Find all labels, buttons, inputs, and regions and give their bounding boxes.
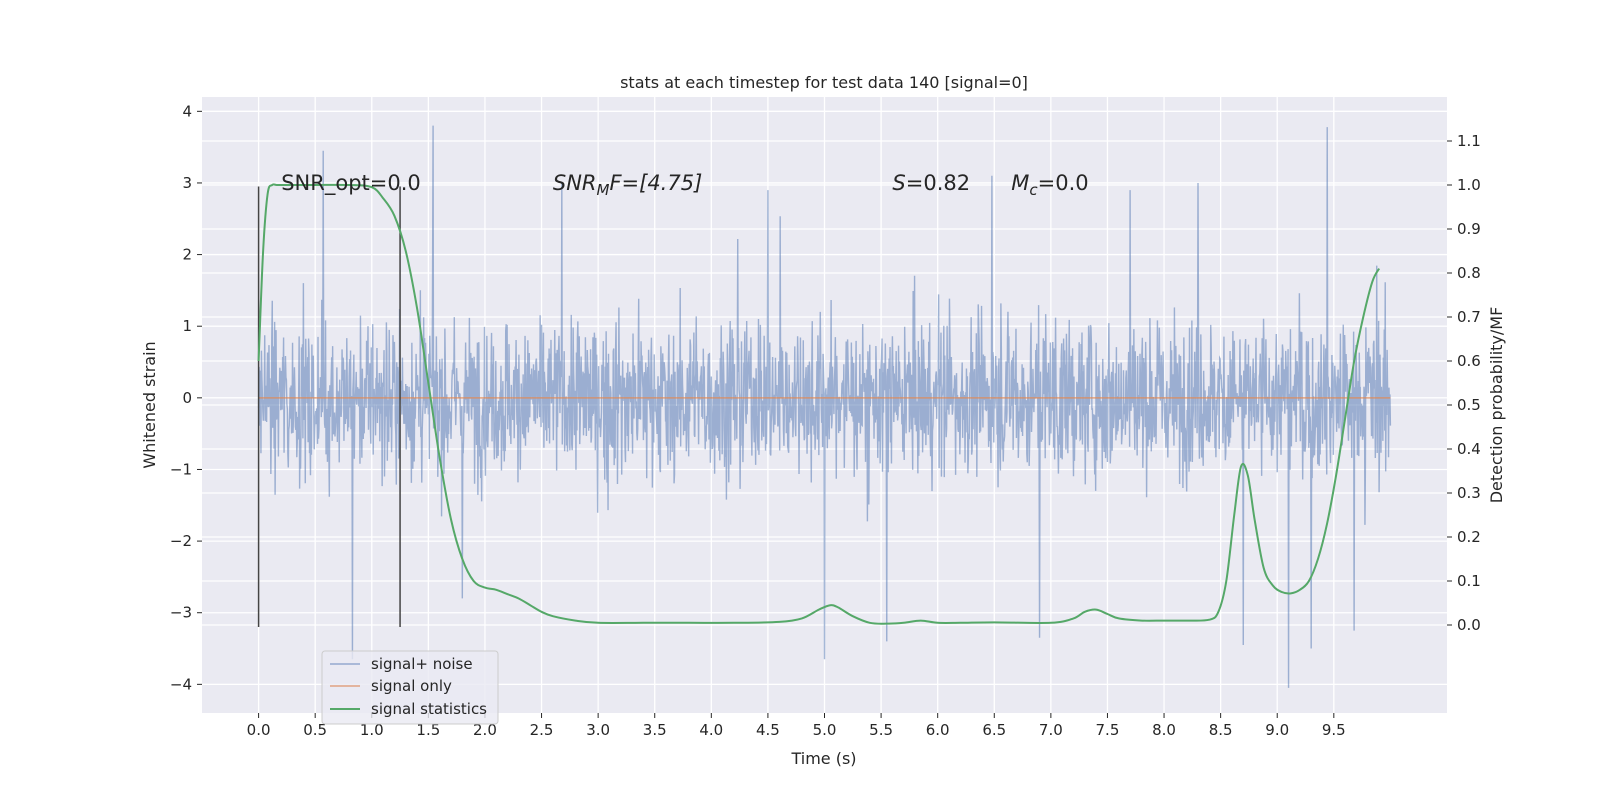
- y-left-tick-label: −1: [170, 460, 192, 478]
- y-left-tick-label: −3: [170, 604, 192, 622]
- x-tick-label: 9.5: [1322, 721, 1346, 739]
- annotation-1: SNRMF=[4.75]: [553, 171, 702, 199]
- x-tick-label: 6.0: [926, 721, 950, 739]
- y-right-tick-label: 0.1: [1457, 572, 1481, 590]
- x-tick-label: 8.5: [1209, 721, 1233, 739]
- y-right-tick-label: 0.2: [1457, 528, 1481, 546]
- y-left-tick-label: 3: [182, 174, 192, 192]
- y-axis-right-ticks: 1.1 1.0 0.9 0.8 0.7 0.6 0.5 0.4 0.3 0.2 0.1 0.0: [1447, 132, 1481, 634]
- signal-statistics-series: [257, 183, 1380, 625]
- x-tick-label: 5.5: [869, 721, 893, 739]
- x-tick-label: 7.0: [1039, 721, 1063, 739]
- y-axis-left-label: Whitened strain: [140, 341, 159, 468]
- x-tick-label: 3.0: [586, 721, 610, 739]
- x-tick-label: 2.5: [530, 721, 554, 739]
- annotation-2: S=0.82: [892, 171, 970, 195]
- legend-entry-signal-noise: signal+ noise: [371, 655, 473, 673]
- y-left-tick-label: 2: [182, 246, 192, 264]
- annotation-tail: F=[4.75]: [609, 171, 702, 195]
- annotation-subscript: M: [597, 181, 610, 199]
- legend-box: [321, 650, 499, 725]
- y-right-tick-label: 0.7: [1457, 308, 1481, 326]
- y-right-tick-label: 0.5: [1457, 396, 1481, 414]
- x-axis-ticks: 0.0 0.5 1.0 1.5 2.0 2.5 3.0 3.5 4.0 4.5 5.0 5.5 6.0 6…: [247, 713, 1346, 739]
- annotation-main: SNR: [553, 171, 597, 195]
- annotation-tail: =0.0: [1038, 171, 1089, 195]
- x-axis-label: Time (s): [790, 749, 856, 768]
- y-right-tick-label: 0.4: [1457, 440, 1481, 458]
- annotation-main: SNR_opt=0.0: [281, 171, 421, 196]
- x-tick-label: 2.0: [473, 721, 497, 739]
- x-tick-label: 8.0: [1152, 721, 1176, 739]
- x-tick-label: 1.0: [360, 721, 384, 739]
- signal-statistics-line: [257, 183, 1380, 625]
- legend-entry-signal-statistics: signal statistics: [371, 700, 487, 718]
- annotation-main: S: [892, 171, 905, 195]
- annotation-3: Mc=0.0: [1011, 171, 1088, 199]
- legend: signal+ noise signal only signal statist…: [321, 650, 499, 725]
- x-tick-label: 0.0: [247, 721, 271, 739]
- x-tick-label: 4.0: [699, 721, 723, 739]
- x-tick-label: 7.5: [1096, 721, 1120, 739]
- y-left-tick-label: 0: [182, 389, 192, 407]
- legend-entry-signal-only: signal only: [371, 677, 452, 695]
- y-right-tick-label: 0.9: [1457, 220, 1481, 238]
- annotation-subscript: c: [1029, 181, 1038, 199]
- annotation-main: M: [1011, 171, 1029, 195]
- signal-noise-line: [257, 125, 1392, 688]
- y-right-tick-label: 0.6: [1457, 352, 1481, 370]
- annotation-0: SNR_opt=0.0: [281, 171, 421, 196]
- annotation-tail: =0.82: [906, 171, 970, 195]
- y-left-tick-label: −4: [170, 675, 192, 693]
- y-right-tick-label: 1.1: [1457, 132, 1481, 150]
- x-tick-label: 3.5: [643, 721, 667, 739]
- x-tick-label: 5.0: [813, 721, 837, 739]
- y-left-tick-label: 1: [182, 317, 192, 335]
- y-left-tick-label: 4: [182, 102, 192, 120]
- y-right-tick-label: 0.8: [1457, 264, 1481, 282]
- signal-noise-series: [257, 125, 1392, 688]
- annotations: SNR_opt=0.0 SNRMF=[4.75] S=0.82 Mc=0.0: [281, 171, 1088, 199]
- y-right-tick-label: 1.0: [1457, 176, 1481, 194]
- y-right-tick-label: 0.0: [1457, 616, 1481, 634]
- vertical-markers: [257, 186, 401, 628]
- chart-title: stats at each timestep for test data 140…: [620, 73, 1028, 92]
- y-axis-left-ticks: 4 3 2 1 0 −1 −2 −3 −4: [170, 102, 202, 693]
- y-right-tick-label: 0.3: [1457, 484, 1481, 502]
- x-tick-label: 4.5: [756, 721, 780, 739]
- y-axis-right-label: Detection probability/MF: [1487, 307, 1506, 504]
- x-tick-label: 1.5: [416, 721, 440, 739]
- x-tick-label: 0.5: [303, 721, 327, 739]
- x-tick-label: 6.5: [982, 721, 1006, 739]
- y-left-tick-label: −2: [170, 532, 192, 550]
- x-tick-label: 9.0: [1265, 721, 1289, 739]
